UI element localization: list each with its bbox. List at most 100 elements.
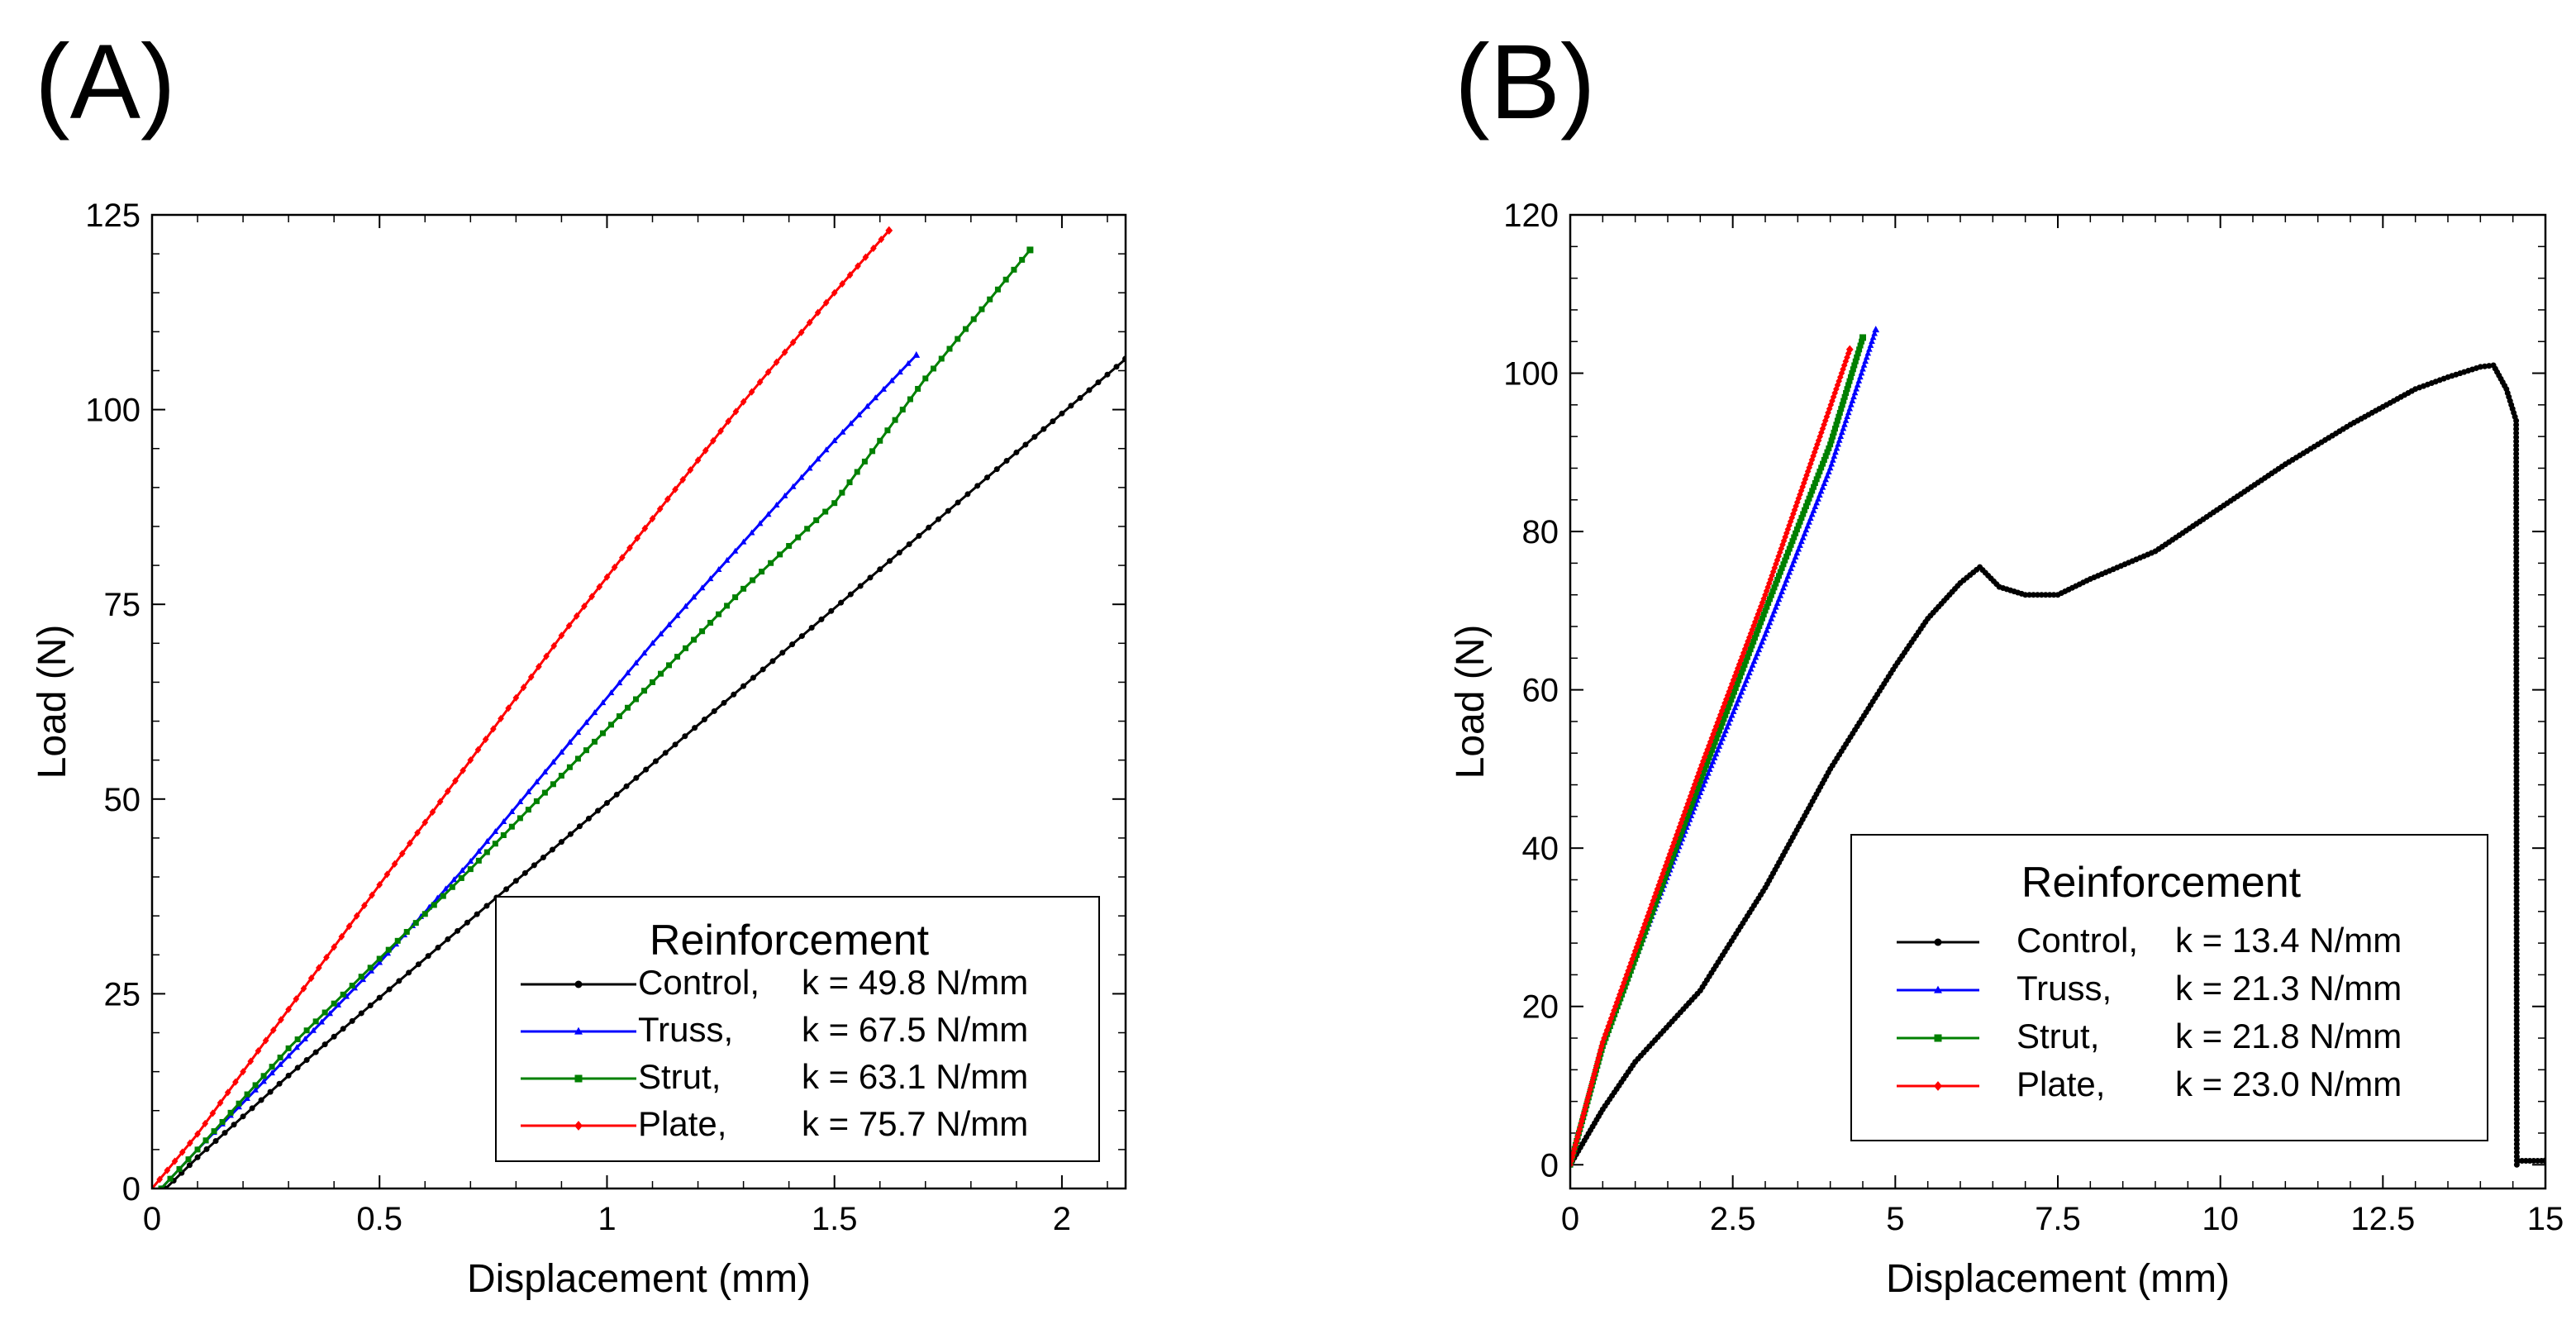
- series-0-point: [2513, 1128, 2520, 1135]
- series-0-point: [2513, 641, 2520, 647]
- series-2-point: [1795, 522, 1802, 529]
- series-0-point: [2513, 971, 2520, 978]
- series-3-point: [421, 818, 429, 826]
- series-3-point: [581, 603, 588, 611]
- series-1-point: [517, 798, 524, 805]
- series-0-point: [945, 507, 951, 514]
- legend-entry-label: Strut,: [638, 1057, 721, 1096]
- legend-marker-sample: [574, 980, 583, 988]
- series-0-point: [2513, 612, 2520, 618]
- series-1-point: [1871, 330, 1878, 336]
- series-3-point: [1749, 626, 1756, 634]
- series-2-point: [786, 543, 793, 550]
- series-0-point: [2513, 632, 2520, 639]
- series-1-point: [252, 1086, 259, 1093]
- series-line-1: [160, 354, 917, 1188]
- series-1-point: [1846, 405, 1854, 412]
- series-2-point: [607, 722, 614, 728]
- x-tick-label: 2: [1053, 1201, 1071, 1237]
- series-3-point: [1674, 826, 1682, 835]
- series-1-point: [384, 950, 392, 956]
- series-1-point: [599, 699, 607, 706]
- series-2-point: [1697, 778, 1703, 784]
- series-0-point: [1050, 418, 1056, 425]
- series-3-point: [1821, 421, 1827, 429]
- series-2-point: [1693, 789, 1699, 796]
- series-3-point: [725, 417, 732, 426]
- series-1-point: [831, 437, 838, 444]
- series-2-point: [1717, 723, 1724, 730]
- series-1-point: [1807, 515, 1814, 522]
- legend-title: Reinforcement: [650, 917, 930, 965]
- series-2-point: [1788, 541, 1794, 548]
- series-3-point: [482, 735, 489, 744]
- series-1-point: [723, 556, 731, 563]
- series-3-point: [1613, 998, 1621, 1007]
- y-axis-title: Load (N): [1449, 625, 1493, 779]
- series-2-point: [915, 385, 921, 392]
- series-2-point: [1687, 805, 1693, 812]
- series-2-point: [421, 911, 428, 917]
- series-2-point: [987, 296, 993, 302]
- series-0-point: [2513, 512, 2520, 519]
- series-3-point: [194, 1130, 201, 1138]
- series-1-point: [1775, 596, 1783, 603]
- y-tick-label: 0: [1540, 1147, 1559, 1184]
- series-3-point: [814, 308, 821, 317]
- series-0-point: [2513, 1004, 2520, 1011]
- series-2-point: [691, 636, 698, 643]
- series-0-point: [321, 1041, 328, 1048]
- series-2-point: [1777, 569, 1783, 575]
- series-3-point: [1593, 1062, 1600, 1070]
- series-0-point: [2513, 1025, 2520, 1031]
- series-3-point: [1654, 885, 1661, 893]
- legend-marker-sample: [574, 1121, 583, 1131]
- series-2-point: [244, 1091, 250, 1098]
- series-3-point: [171, 1157, 179, 1165]
- series-0-point: [1095, 379, 1102, 386]
- series-1-point: [269, 1069, 275, 1076]
- series-0-point: [2513, 711, 2520, 717]
- series-1-point: [1738, 688, 1745, 695]
- series-2-point: [1780, 561, 1787, 568]
- series-1-point: [1864, 350, 1872, 356]
- series-0-point: [2513, 442, 2520, 449]
- series-0-point: [2513, 698, 2520, 705]
- series-1-point: [1821, 479, 1828, 486]
- series-2-point: [839, 489, 845, 496]
- series-0-point: [2513, 558, 2520, 564]
- series-2-point: [1840, 398, 1847, 404]
- series-3-point: [209, 1109, 217, 1117]
- series-1-point: [1707, 762, 1715, 769]
- series-2-point: [955, 336, 961, 342]
- series-2-point: [962, 326, 969, 332]
- series-2-point: [1702, 762, 1709, 769]
- series-3-point: [1601, 1034, 1607, 1042]
- series-2-point: [1657, 886, 1664, 893]
- series-2-point: [1820, 460, 1826, 467]
- series-1-point: [1712, 750, 1720, 757]
- series-3-point: [1607, 1018, 1613, 1027]
- series-0-point: [2513, 938, 2520, 945]
- series-3-point: [527, 673, 535, 681]
- series-2-point: [1815, 472, 1821, 479]
- series-0-point: [2513, 748, 2520, 755]
- series-2-point: [683, 645, 689, 651]
- series-3-point: [806, 318, 813, 326]
- series-3-point: [331, 943, 338, 951]
- series-0-point: [2513, 529, 2520, 536]
- series-2-point: [632, 696, 639, 703]
- series-1-point: [260, 1078, 267, 1084]
- series-1-point: [1828, 460, 1836, 467]
- series-2-point: [185, 1156, 192, 1163]
- series-1-point: [1760, 635, 1767, 641]
- series-0-point: [2513, 781, 2520, 788]
- series-2-point: [1771, 584, 1778, 591]
- series-3-point: [1844, 353, 1850, 361]
- series-2-point: [892, 417, 898, 423]
- series-1-point: [690, 593, 698, 600]
- series-3-point: [498, 714, 504, 722]
- series-0-point: [1040, 426, 1047, 432]
- series-3-point: [179, 1148, 186, 1156]
